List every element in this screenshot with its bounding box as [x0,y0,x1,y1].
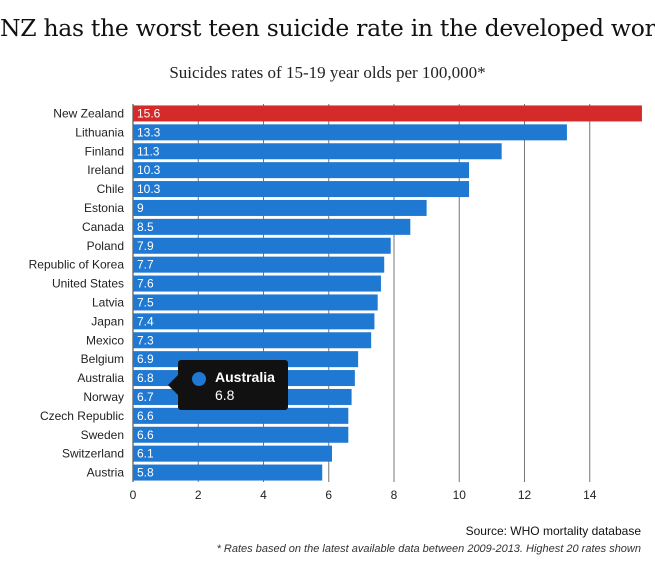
category-label: United States [52,277,124,291]
category-label: Czech Republic [40,409,124,423]
bar [133,426,349,443]
category-label: Latvia [92,295,124,309]
bar-value-label: 9 [137,201,144,215]
bar-value-label: 6.1 [137,447,154,461]
category-label: Austria [87,466,125,480]
bar [133,143,502,160]
tooltip-name: Australia [215,369,275,385]
footnote: * Rates based on the latest available da… [216,543,641,555]
bar-value-label: 10.3 [137,163,161,177]
bar-value-label: 7.6 [137,277,154,291]
x-tick-label: 2 [195,488,202,502]
category-label: Switzerland [62,447,124,461]
category-label: Canada [82,220,124,234]
category-label: Finland [85,144,124,158]
bar-value-label: 15.6 [137,106,161,120]
bar-value-label: 13.3 [137,125,161,139]
bar [133,407,349,424]
x-tick-label: 12 [518,488,532,502]
category-label: Lithuania [75,125,124,139]
category-label: Norway [83,390,124,404]
category-label: Poland [87,239,124,253]
bar [133,199,427,216]
chart-subtitle: Suicides rates of 15-19 year olds per 10… [169,63,486,82]
category-label: Belgium [81,352,124,366]
bar [133,237,391,254]
category-label: Estonia [84,201,124,215]
chart-tooltip: Australia 6.8 [168,360,288,410]
bar [133,181,470,198]
bar [133,445,333,462]
bar [133,105,642,122]
category-label: Ireland [87,163,124,177]
category-label: Japan [91,314,124,328]
category-label: Sweden [81,428,124,442]
category-label: Republic of Korea [29,258,125,272]
chart-title: NZ has the worst teen suicide rate in th… [0,14,655,42]
x-tick-label: 6 [325,488,332,502]
bar [133,256,385,273]
category-label: New Zealand [53,106,124,120]
bar-value-label: 6.7 [137,390,154,404]
bar-value-label: 6.6 [137,409,154,423]
bar-value-label: 8.5 [137,220,154,234]
bar [133,313,375,330]
x-tick-label: 8 [391,488,398,502]
series-dot-icon [192,372,206,386]
bar-value-label: 6.9 [137,352,154,366]
bar [133,275,381,292]
bar-value-label: 10.3 [137,182,161,196]
bar [133,162,470,179]
bar-value-label: 7.7 [137,258,154,272]
bar-value-label: 7.9 [137,239,154,253]
category-label: Mexico [86,333,124,347]
x-tick-label: 10 [453,488,467,502]
bar-value-label: 7.4 [137,314,154,328]
x-tick-label: 14 [583,488,597,502]
bar [133,124,567,141]
category-label: Australia [77,371,124,385]
bar-value-label: 5.8 [137,466,154,480]
tooltip-value: 6.8 [215,387,235,403]
bar [133,332,372,349]
bar-value-label: 11.3 [137,144,160,158]
category-label: Chile [97,182,125,196]
bar [133,294,378,311]
bar-value-label: 7.3 [137,333,154,347]
bar [133,218,411,235]
x-tick-label: 4 [260,488,267,502]
source-note: Source: WHO mortality database [465,524,641,538]
bar-value-label: 6.8 [137,371,154,385]
bar [133,464,323,481]
x-tick-label: 0 [130,488,137,502]
bar-value-label: 7.5 [137,295,154,309]
bar-value-label: 6.6 [137,428,154,442]
